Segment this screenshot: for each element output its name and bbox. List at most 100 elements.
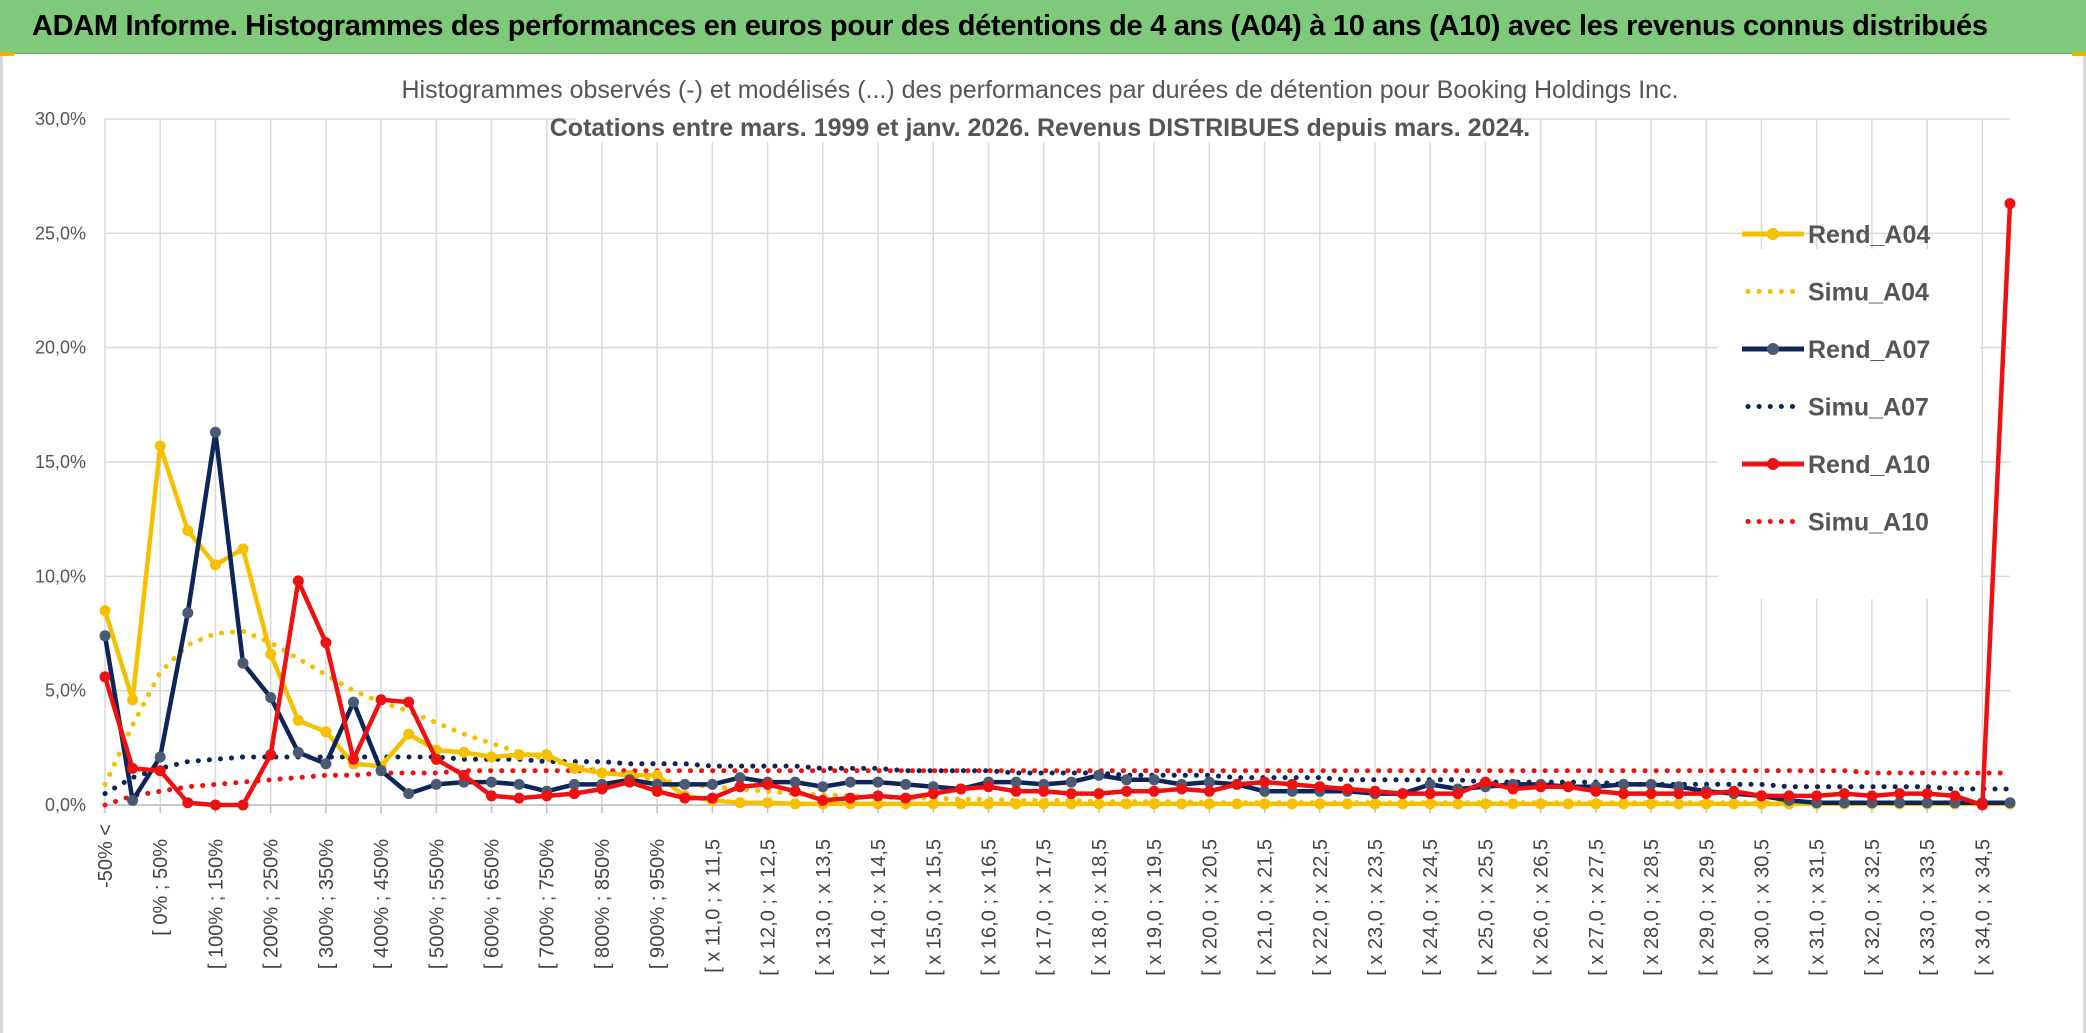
x-tick-label: [ 700% ; 750% (537, 839, 559, 969)
data-point-rend_a04 (182, 525, 194, 537)
data-point-rend_a10 (1673, 788, 1685, 800)
data-point-rend_a10 (1424, 788, 1436, 800)
data-point-rend_a10 (127, 762, 139, 774)
data-point-rend_a10 (955, 783, 967, 795)
data-point-rend_a07 (900, 778, 912, 790)
data-point-rend_a07 (1645, 778, 1657, 790)
data-point-rend_a04 (1618, 798, 1629, 810)
data-point-rend_a07 (513, 778, 525, 790)
x-tick-label: [ 400% ; 450% (371, 839, 393, 969)
data-point-rend_a10 (927, 788, 939, 800)
data-point-rend_a10 (679, 792, 691, 804)
data-point-rend_a10 (817, 794, 829, 806)
data-point-rend_a10 (872, 790, 884, 802)
x-tick-label: [ x 30,0 ; x 30,5 (1752, 839, 1774, 976)
x-tick-label: [ 600% ; 650% (482, 839, 504, 969)
data-point-rend_a10 (1590, 785, 1602, 797)
x-tick-label: [ x 33,0 ; x 33,5 (1917, 839, 1939, 976)
data-point-rend_a10 (1507, 783, 1519, 795)
data-point-rend_a04 (265, 648, 277, 660)
x-tick-label: [ x 28,0 ; x 28,5 (1641, 839, 1663, 976)
x-tick-label: [ x 26,0 ; x 26,5 (1531, 839, 1553, 976)
data-point-rend_a07 (1259, 785, 1271, 797)
data-point-rend_a10 (1259, 776, 1271, 788)
data-point-rend_a10 (348, 753, 359, 765)
data-point-rend_a10 (789, 785, 801, 797)
data-point-rend_a07 (1093, 769, 1105, 781)
x-tick-label: [ x 29,0 ; x 29,5 (1696, 839, 1718, 976)
legend-marker-rend_a07 (1767, 343, 1779, 355)
data-point-rend_a04 (1369, 798, 1381, 810)
data-point-rend_a07 (486, 776, 497, 788)
legend-marker-rend_a04 (1767, 228, 1779, 240)
y-tick-label: 15,0% (35, 452, 86, 472)
data-point-rend_a04 (458, 746, 470, 758)
data-point-rend_a04 (1259, 798, 1271, 810)
data-point-rend_a04 (872, 798, 884, 810)
x-tick-label: [ 300% ; 350% (316, 839, 338, 969)
data-point-rend_a10 (1562, 781, 1574, 793)
data-point-rend_a07 (237, 657, 249, 669)
x-tick-label: [ x 14,0 ; x 14,5 (868, 839, 890, 976)
data-point-rend_a07 (1148, 774, 1160, 786)
legend-label-simu_a07: Simu_A07 (1808, 394, 1929, 422)
data-point-rend_a10 (1866, 790, 1878, 802)
data-point-rend_a10 (1148, 785, 1160, 797)
series-line-rend_a04 (102, 443, 2010, 807)
x-tick-label: [ x 15,0 ; x 15,5 (923, 839, 945, 976)
data-point-rend_a07 (1921, 797, 1933, 809)
data-point-rend_a04 (927, 798, 939, 810)
grid-lines (104, 118, 2010, 813)
x-tick-label: [ x 25,0 ; x 25,5 (1475, 839, 1497, 976)
data-point-rend_a10 (1093, 788, 1105, 800)
title-background (396, 64, 1686, 104)
data-point-rend_a10 (1700, 788, 1712, 800)
data-point-rend_a10 (209, 799, 221, 811)
data-point-rend_a10 (430, 753, 442, 765)
data-point-rend_a04 (1479, 798, 1491, 810)
data-point-rend_a10 (1369, 785, 1381, 797)
data-point-rend_a04 (1590, 798, 1602, 810)
data-point-rend_a10 (1949, 790, 1961, 802)
data-point-rend_a10 (2004, 198, 2016, 210)
data-point-rend_a10 (1341, 783, 1353, 795)
series-line-simu_a10 (102, 768, 2013, 808)
data-point-rend_a10 (1976, 799, 1988, 811)
data-point-rend_a10 (1783, 790, 1795, 802)
data-point-rend_a04 (1314, 798, 1326, 810)
data-point-rend_a04 (983, 798, 994, 810)
data-point-rend_a04 (1452, 798, 1464, 810)
data-point-rend_a04 (762, 797, 774, 809)
data-point-rend_a10 (1203, 785, 1215, 797)
series-line-rend_a10 (102, 203, 2013, 808)
x-tick-label: [ 900% ; 950% (647, 839, 669, 969)
data-point-rend_a04 (1535, 798, 1547, 810)
data-point-rend_a07 (844, 776, 856, 788)
data-point-rend_a04 (513, 749, 525, 761)
data-point-rend_a07 (1838, 797, 1850, 809)
legend: Rend_A04 Simu_A04 Rend_A07 Simu_A07 Rend_A10… (1718, 221, 1980, 599)
data-point-rend_a04 (1700, 798, 1712, 810)
data-point-rend_a07 (1424, 778, 1436, 790)
data-point-rend_a10 (1645, 788, 1657, 800)
data-point-rend_a07 (154, 751, 166, 763)
histogram-chart: 0,0% 5,0% 10,0% 15,0% 20,0% 25,0% 30,0% -50% <… (35, 64, 2016, 976)
data-point-rend_a04 (541, 749, 553, 761)
data-point-rend_a04 (209, 559, 221, 571)
data-point-rend_a10 (237, 799, 249, 811)
data-point-rend_a07 (430, 778, 442, 790)
data-point-rend_a07 (568, 778, 580, 790)
x-tick-label: [ x 23,0 ; x 23,5 (1365, 839, 1387, 976)
data-point-rend_a07 (1065, 776, 1077, 788)
data-point-rend_a07 (209, 426, 221, 438)
data-point-rend_a10 (99, 671, 111, 683)
x-tick-label: [ x 22,0 ; x 22,5 (1310, 839, 1332, 976)
data-point-rend_a04 (1093, 798, 1105, 810)
x-tick-label: [ x 27,0 ; x 27,5 (1586, 839, 1608, 976)
data-point-rend_a10 (900, 792, 912, 804)
data-point-rend_a10 (844, 792, 856, 804)
data-point-rend_a07 (1010, 776, 1022, 788)
data-point-rend_a10 (1121, 785, 1132, 797)
x-tick-label: [ 0% ; 50% (150, 839, 172, 936)
data-point-rend_a10 (1010, 785, 1022, 797)
